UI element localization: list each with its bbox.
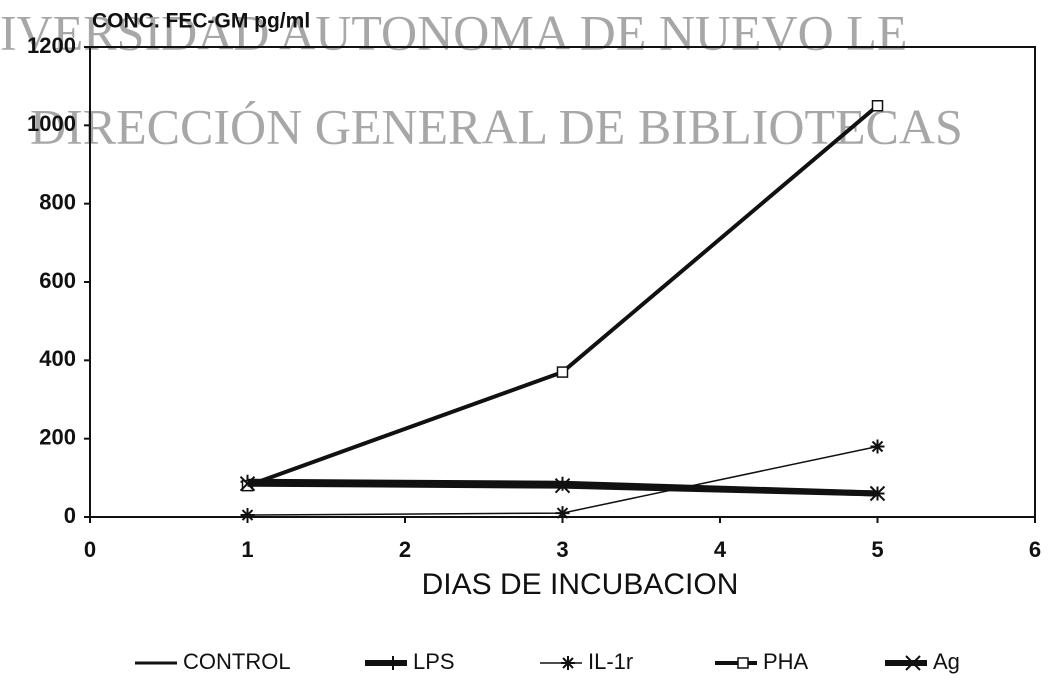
x-tick-label: 5: [871, 537, 883, 562]
point-marker: [556, 366, 569, 378]
point-marker: [871, 100, 884, 112]
y-tick-label: 800: [39, 189, 76, 214]
series-line: [246, 104, 879, 488]
legend-marker: [905, 655, 921, 671]
x-tick-label: 2: [399, 537, 411, 562]
x-tick-label: 3: [556, 537, 568, 562]
legend-label: Ag: [933, 649, 960, 674]
point-marker: [240, 508, 255, 523]
legend-label: LPS: [413, 649, 455, 674]
point-marker: [870, 439, 885, 454]
y-axis-label: CONC. FEC-GM pg/ml: [92, 10, 310, 33]
legend-marker: [561, 656, 575, 670]
y-tick-label: 600: [39, 268, 76, 293]
y-tick-label: 1000: [27, 111, 76, 136]
x-tick-label: 4: [714, 537, 727, 562]
legend-label: IL-1r: [588, 649, 633, 674]
watermark: IVERSIDAD AUTONOMA DE NUEVO LE: [0, 4, 907, 60]
y-tick-label: 1200: [27, 33, 76, 58]
y-tick-label: 200: [39, 424, 76, 449]
legend-marker: [737, 657, 749, 669]
x-tick-label: 0: [84, 537, 96, 562]
x-tick-label: 6: [1029, 537, 1041, 562]
legend-label: CONTROL: [183, 649, 291, 674]
point-marker: [239, 476, 256, 492]
watermark: DIRECCIÓN GENERAL DE BIBLIOTECAS: [30, 98, 963, 154]
x-tick-label: 1: [241, 537, 253, 562]
y-tick-label: 400: [39, 346, 76, 371]
legend-marker: [386, 656, 400, 670]
point-marker: [555, 506, 570, 521]
point-marker: [869, 485, 886, 502]
legend-label: PHA: [763, 649, 809, 674]
x-axis-label: DIAS DE INCUBACION: [422, 568, 739, 601]
point-marker: [554, 477, 571, 494]
y-tick-label: 0: [64, 503, 76, 528]
